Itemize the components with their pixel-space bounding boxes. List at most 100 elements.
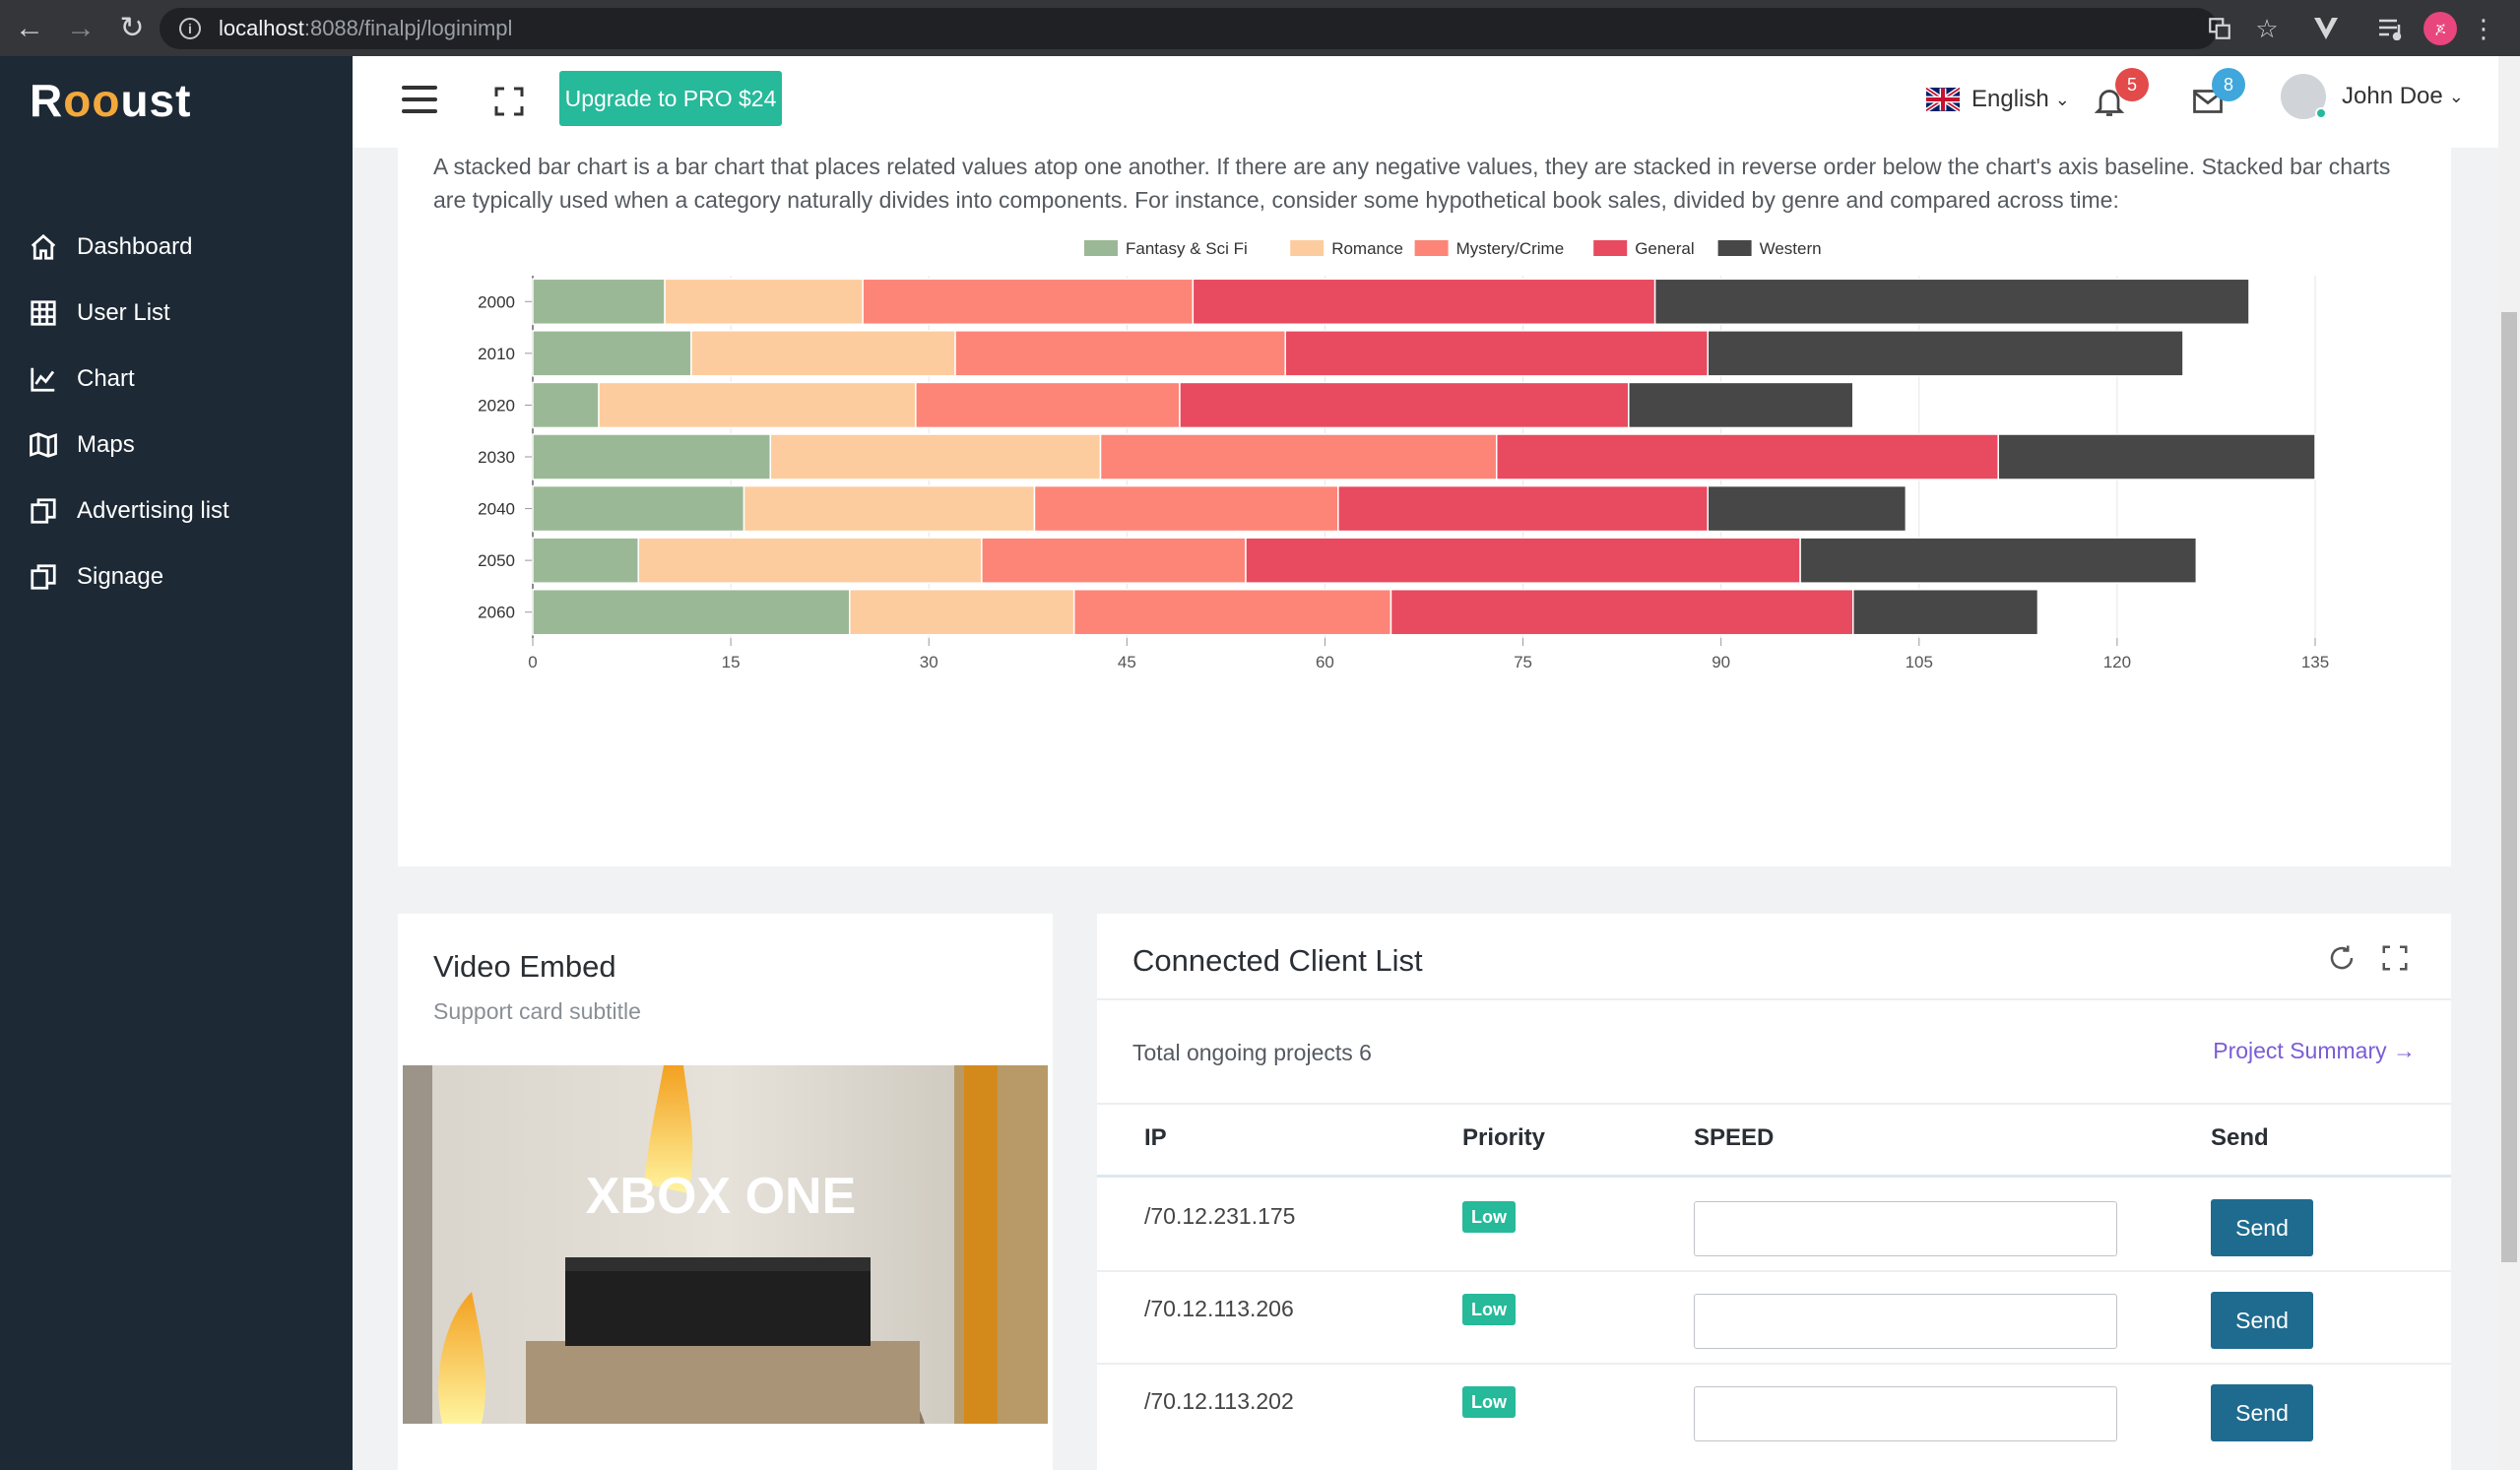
- embedded-video[interactable]: XBOX ONE: [403, 1065, 1048, 1424]
- legend-swatch: [1414, 240, 1449, 256]
- message-badge: 8: [2212, 68, 2245, 101]
- video-caption: XBOX ONE: [586, 1168, 857, 1225]
- legend-swatch: [1084, 240, 1118, 256]
- row-divider: [1097, 1270, 2451, 1272]
- x-tick-label: 60: [1316, 653, 1334, 671]
- language-selector[interactable]: English ⌄: [1926, 86, 2070, 113]
- x-tick-label: 120: [2103, 653, 2131, 671]
- bar-segment: [1389, 588, 1854, 636]
- project-summary-label: Project Summary: [2213, 1038, 2387, 1063]
- bar-segment: [743, 484, 1036, 533]
- speed-input[interactable]: [1694, 1201, 2117, 1256]
- send-button[interactable]: Send: [2211, 1292, 2313, 1349]
- x-tick-label: 0: [528, 653, 537, 671]
- x-tick-label: 15: [722, 653, 741, 671]
- bar-segment: [1799, 537, 2198, 584]
- bar-segment: [1628, 381, 1854, 429]
- bookmark-star-icon[interactable]: ☆: [2255, 13, 2279, 43]
- hamburger-menu-icon[interactable]: [402, 86, 437, 113]
- back-icon[interactable]: ←: [15, 11, 44, 44]
- bar-segment: [1707, 330, 2184, 377]
- client-ip: /70.12.113.202: [1144, 1388, 1294, 1414]
- browser-toolbar: ← → ↻ i localhost:8088/finalpj/loginimpl…: [0, 0, 2520, 56]
- bar-segment: [1851, 588, 2039, 636]
- sidebar-item-signage[interactable]: Signage: [0, 543, 353, 609]
- sidebar-item-label: Maps: [77, 430, 135, 458]
- bar-segment: [532, 484, 745, 533]
- bar-segment: [1072, 588, 1392, 636]
- sidebar-item-advertising-list[interactable]: Advertising list: [0, 478, 353, 543]
- bar-segment: [532, 381, 600, 429]
- sidebar-item-label: Signage: [77, 562, 164, 590]
- top-header: Upgrade to PRO $24 English ⌄ 5 8 John Do…: [353, 56, 2498, 148]
- map-icon: [28, 429, 59, 461]
- address-bar[interactable]: i localhost:8088/finalpj/loginimpl: [160, 8, 2218, 49]
- legend-swatch: [1290, 240, 1325, 256]
- bar-segment: [1653, 278, 2250, 326]
- profile-avatar[interactable]: ጆ: [2421, 8, 2460, 49]
- chevron-down-icon: ⌄: [2054, 89, 2070, 109]
- send-button[interactable]: Send: [2211, 1384, 2313, 1441]
- card-title: Connected Client List: [1132, 943, 1423, 978]
- send-button[interactable]: Send: [2211, 1199, 2313, 1256]
- speed-input[interactable]: [1694, 1386, 2117, 1441]
- media-queue-icon[interactable]: [2371, 8, 2411, 49]
- user-menu[interactable]: John Doe ⌄: [2281, 74, 2464, 119]
- menu-kebab-icon[interactable]: ⋮: [2471, 13, 2496, 43]
- bar-segment: [664, 278, 864, 326]
- sidebar-item-dashboard[interactable]: Dashboard: [0, 214, 353, 280]
- page-scrollbar[interactable]: [2498, 56, 2520, 1470]
- stacked-bar-chart: 0 15 30 45 60 75 90 105 120 135 2000 2010 2020 2030 20…: [478, 239, 2329, 671]
- sidebar-item-chart[interactable]: Chart: [0, 346, 353, 412]
- brand-logo[interactable]: Rooust: [30, 74, 191, 127]
- bar-segment: [532, 433, 772, 480]
- video-embed-card: Video Embed Support card subtitle XBOX O…: [398, 914, 1053, 1470]
- client-ip: /70.12.231.175: [1144, 1203, 1296, 1229]
- bell-icon[interactable]: [2092, 84, 2127, 119]
- y-category-label: 2050: [478, 551, 515, 570]
- sidebar-item-user-list[interactable]: User List: [0, 280, 353, 346]
- table-row: /70.12.113.206 Low Send: [1097, 1270, 2451, 1363]
- logo-rest: ust: [120, 75, 192, 126]
- url-path: :8088/finalpj/loginimpl: [303, 16, 513, 40]
- card-title: Video Embed: [433, 949, 616, 984]
- bar-segment: [532, 537, 640, 584]
- connected-client-list-card: Connected Client List Total ongoing proj…: [1097, 914, 2451, 1470]
- translate-icon[interactable]: [2202, 8, 2237, 49]
- sidebar-item-label: Dashboard: [77, 232, 193, 260]
- reload-icon[interactable]: ↻: [119, 12, 145, 44]
- legend-label: Mystery/Crime: [1456, 239, 1565, 258]
- upgrade-button[interactable]: Upgrade to PRO $24: [559, 71, 782, 126]
- info-icon[interactable]: i: [179, 18, 201, 39]
- bar-segment: [532, 278, 666, 326]
- column-header-ip: IP: [1144, 1124, 1167, 1151]
- user-name: John Doe: [2342, 83, 2443, 109]
- project-summary-link[interactable]: Project Summary →: [2213, 1038, 2416, 1064]
- bar-segment: [1245, 537, 1801, 584]
- y-category-label: 2040: [478, 500, 515, 519]
- sidebar-item-label: Advertising list: [77, 496, 229, 524]
- arrow-right-icon: →: [2393, 1038, 2416, 1063]
- table-row: /70.12.231.175 Low Send: [1097, 1178, 2451, 1270]
- fullscreen-icon[interactable]: [2380, 943, 2410, 973]
- scrollbar-thumb[interactable]: [2501, 312, 2517, 1262]
- copy-icon: [28, 495, 59, 527]
- x-tick-label: 30: [920, 653, 938, 671]
- logo-infinity: oo: [63, 75, 121, 126]
- speed-input[interactable]: [1694, 1294, 2117, 1349]
- table-row: /70.12.113.202 Low Send: [1097, 1363, 2451, 1455]
- bar-segment: [1033, 484, 1339, 533]
- y-category-label: 2000: [478, 292, 515, 311]
- refresh-icon[interactable]: [2327, 943, 2357, 973]
- bar-segment: [532, 588, 851, 636]
- forward-icon[interactable]: →: [66, 11, 96, 44]
- stacked-bar-chart-card: A stacked bar chart is a bar chart that …: [398, 148, 2451, 866]
- fullscreen-icon[interactable]: [493, 86, 525, 117]
- bar-segment: [1997, 433, 2316, 480]
- extension-v-icon[interactable]: [2306, 8, 2346, 49]
- bar-segment: [981, 537, 1247, 584]
- bar-segment: [769, 433, 1102, 480]
- chart-description: A stacked bar chart is a bar chart that …: [433, 154, 2391, 213]
- sidebar-item-maps[interactable]: Maps: [0, 412, 353, 478]
- y-category-label: 2030: [478, 448, 515, 467]
